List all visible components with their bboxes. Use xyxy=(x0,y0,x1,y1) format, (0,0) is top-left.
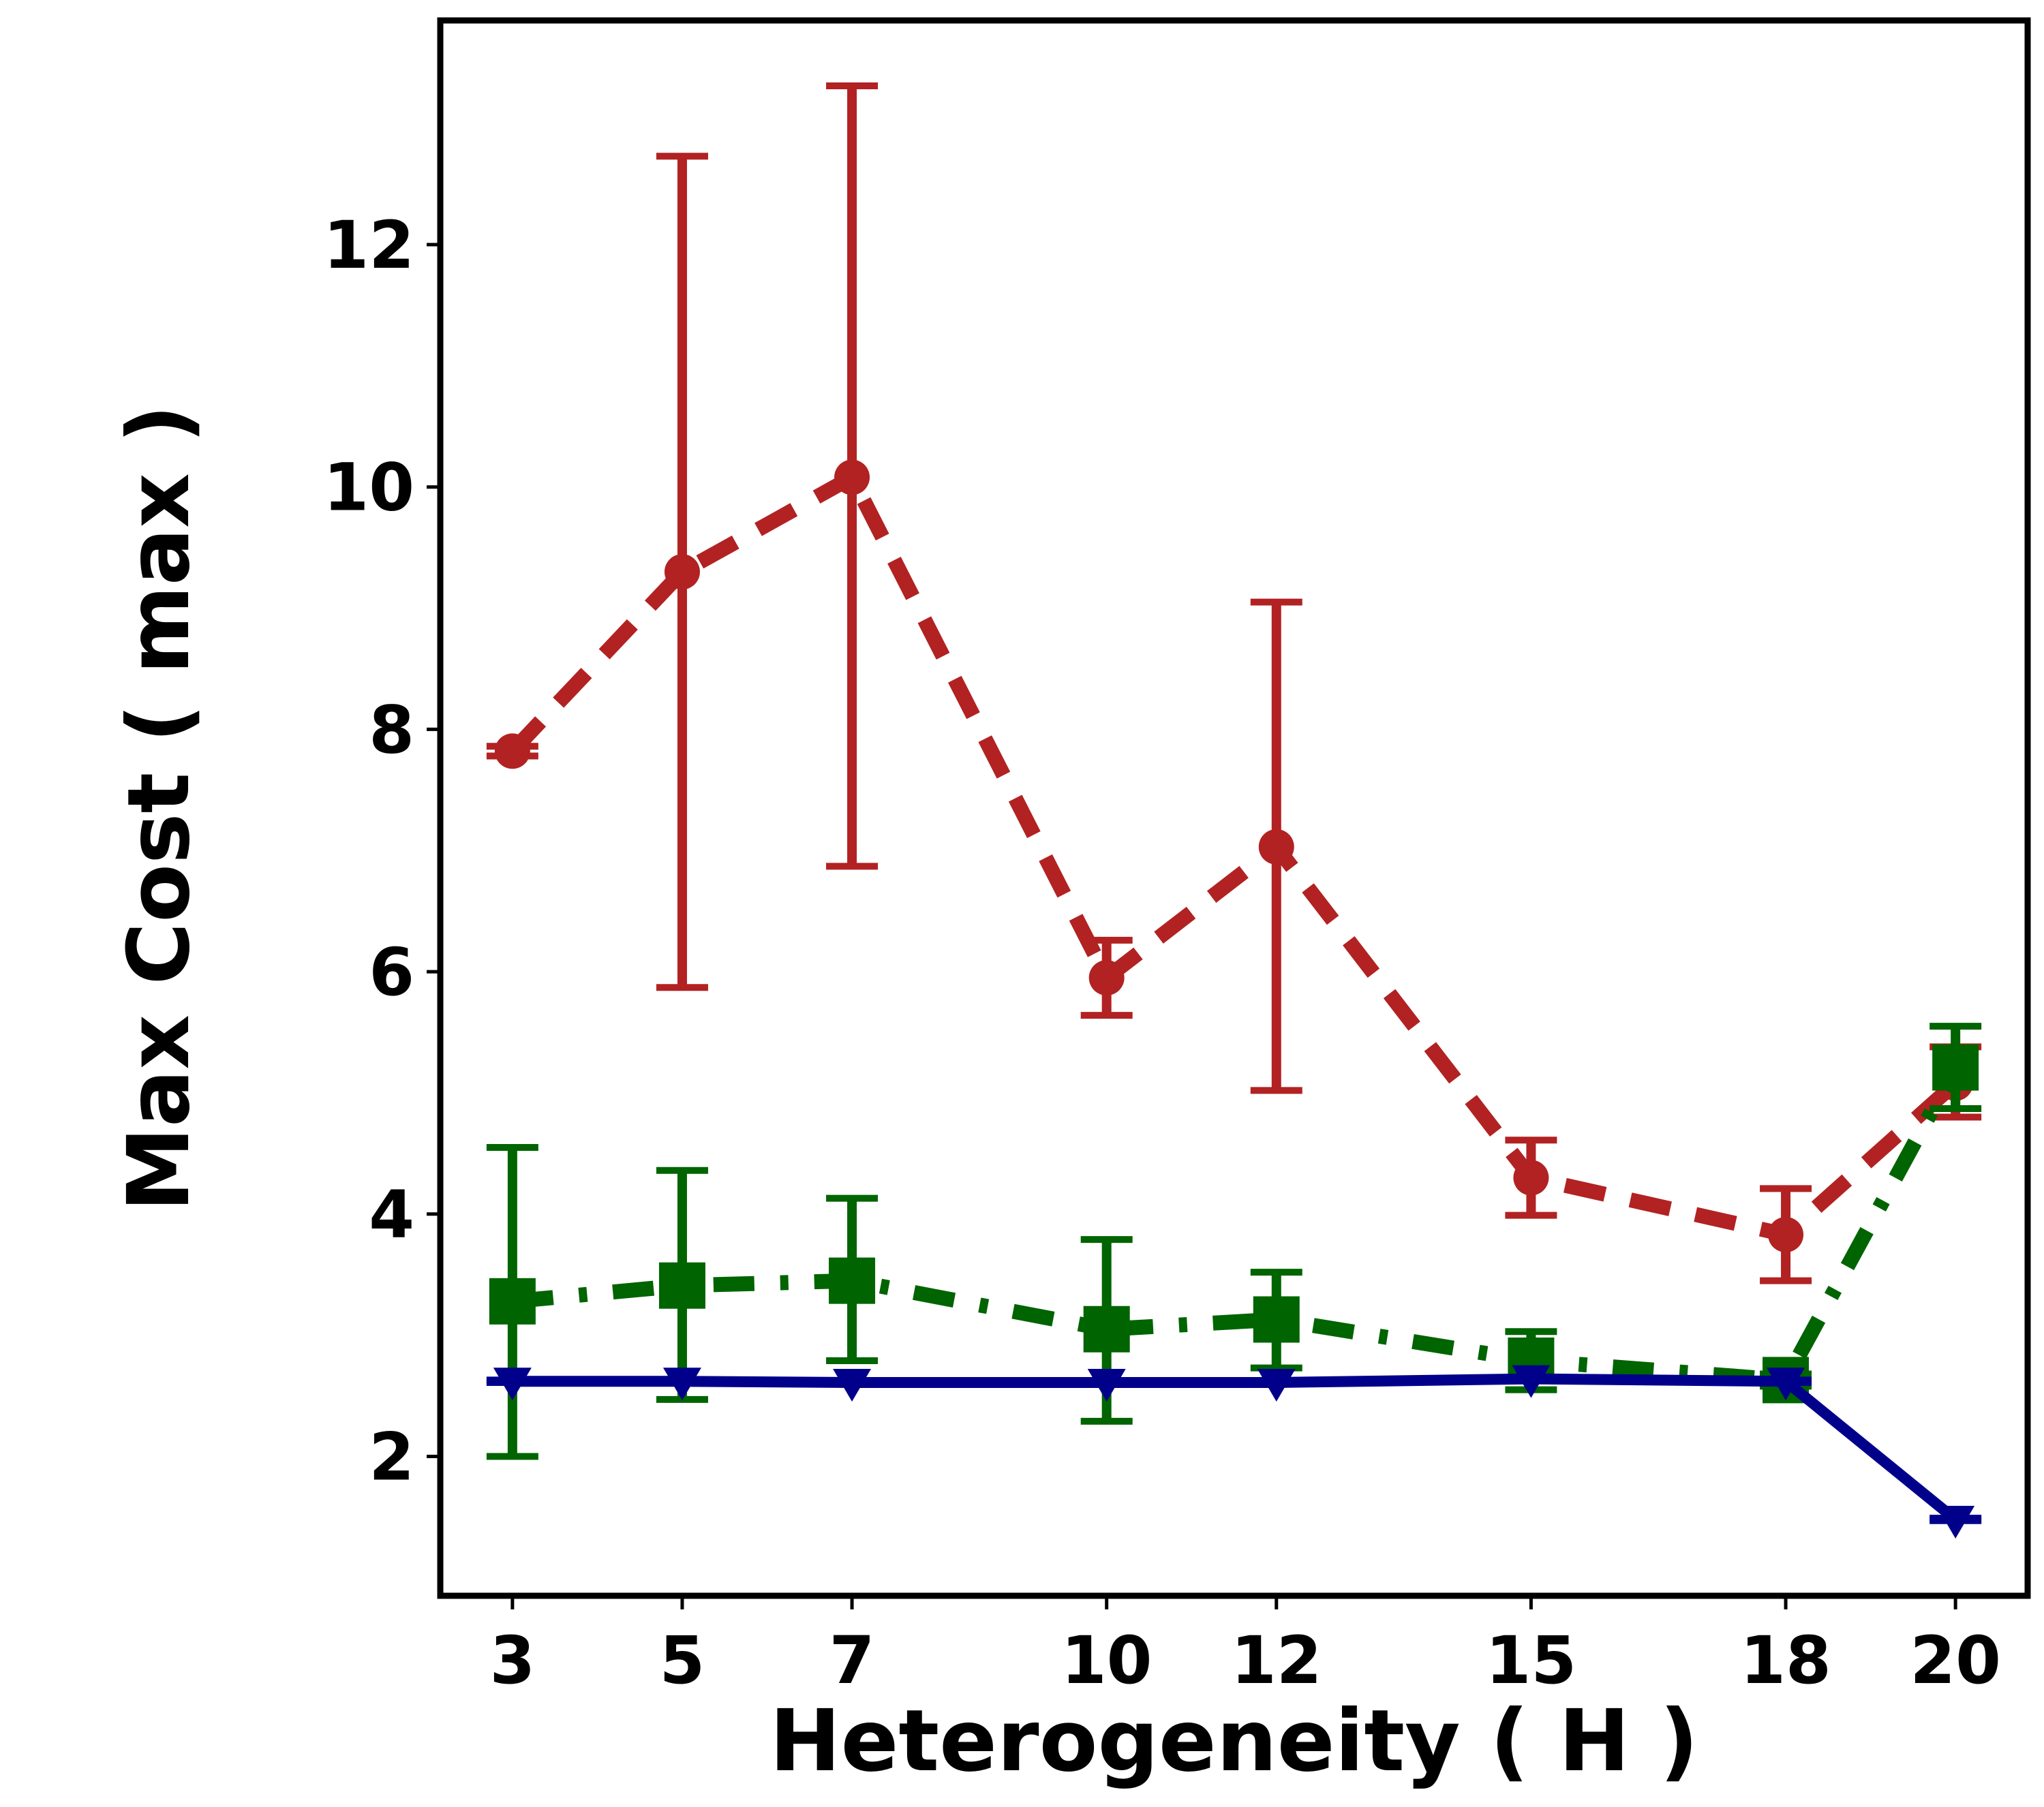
blue-point xyxy=(662,1368,701,1401)
x-tick-label: 20 xyxy=(1910,1622,2001,1699)
blue-point xyxy=(1257,1368,1296,1402)
green-series-line xyxy=(511,1064,1962,1388)
green-point xyxy=(489,1278,536,1325)
red-point xyxy=(1258,829,1294,865)
y-tick-label: 8 xyxy=(369,692,414,768)
y-axis-label: Max Cost ( max ) xyxy=(110,405,209,1212)
green-point xyxy=(829,1257,876,1304)
blue-point xyxy=(493,1368,532,1401)
red-series-line xyxy=(506,469,1961,1243)
series-green xyxy=(486,1023,1982,1460)
series-red xyxy=(486,82,1982,1284)
ticks-layer: 3 5 7 10 12 15 18 20 2 4 6 8 10 12 xyxy=(323,207,2001,1699)
blue-point xyxy=(1767,1368,1805,1401)
y-tick-label: 4 xyxy=(369,1177,414,1253)
green-point xyxy=(1083,1306,1130,1353)
green-point xyxy=(658,1262,705,1309)
red-point xyxy=(1768,1217,1804,1253)
y-tick-label: 10 xyxy=(323,450,414,526)
green-point xyxy=(1932,1044,1979,1091)
red-point xyxy=(834,459,870,495)
green-point xyxy=(1253,1296,1300,1343)
x-tick-label: 3 xyxy=(489,1622,535,1699)
y-tick-label: 2 xyxy=(369,1419,414,1495)
x-tick-label: 5 xyxy=(660,1622,705,1699)
series-layer xyxy=(486,82,1982,1539)
x-tick-label: 7 xyxy=(829,1622,875,1699)
y-tick-label: 12 xyxy=(323,207,414,283)
series-blue xyxy=(486,1365,1982,1539)
blue-series-line xyxy=(512,1373,1959,1524)
red-point xyxy=(1513,1160,1549,1196)
x-tick-label: 10 xyxy=(1061,1622,1153,1699)
red-point xyxy=(494,733,530,769)
y-tick-label: 6 xyxy=(369,934,414,1010)
blue-point xyxy=(833,1368,872,1402)
x-tick-label: 12 xyxy=(1231,1622,1322,1699)
x-tick-label: 15 xyxy=(1486,1622,1577,1699)
red-point xyxy=(1088,959,1125,995)
blue-point xyxy=(1512,1365,1551,1398)
blue-point xyxy=(1087,1368,1126,1402)
blue-point xyxy=(1936,1505,1975,1539)
red-point xyxy=(664,554,700,590)
x-tick-label: 18 xyxy=(1740,1622,1831,1699)
x-axis-label: Heterogeneity ( H ) xyxy=(769,1692,1698,1791)
plot-frame xyxy=(437,17,2031,1599)
